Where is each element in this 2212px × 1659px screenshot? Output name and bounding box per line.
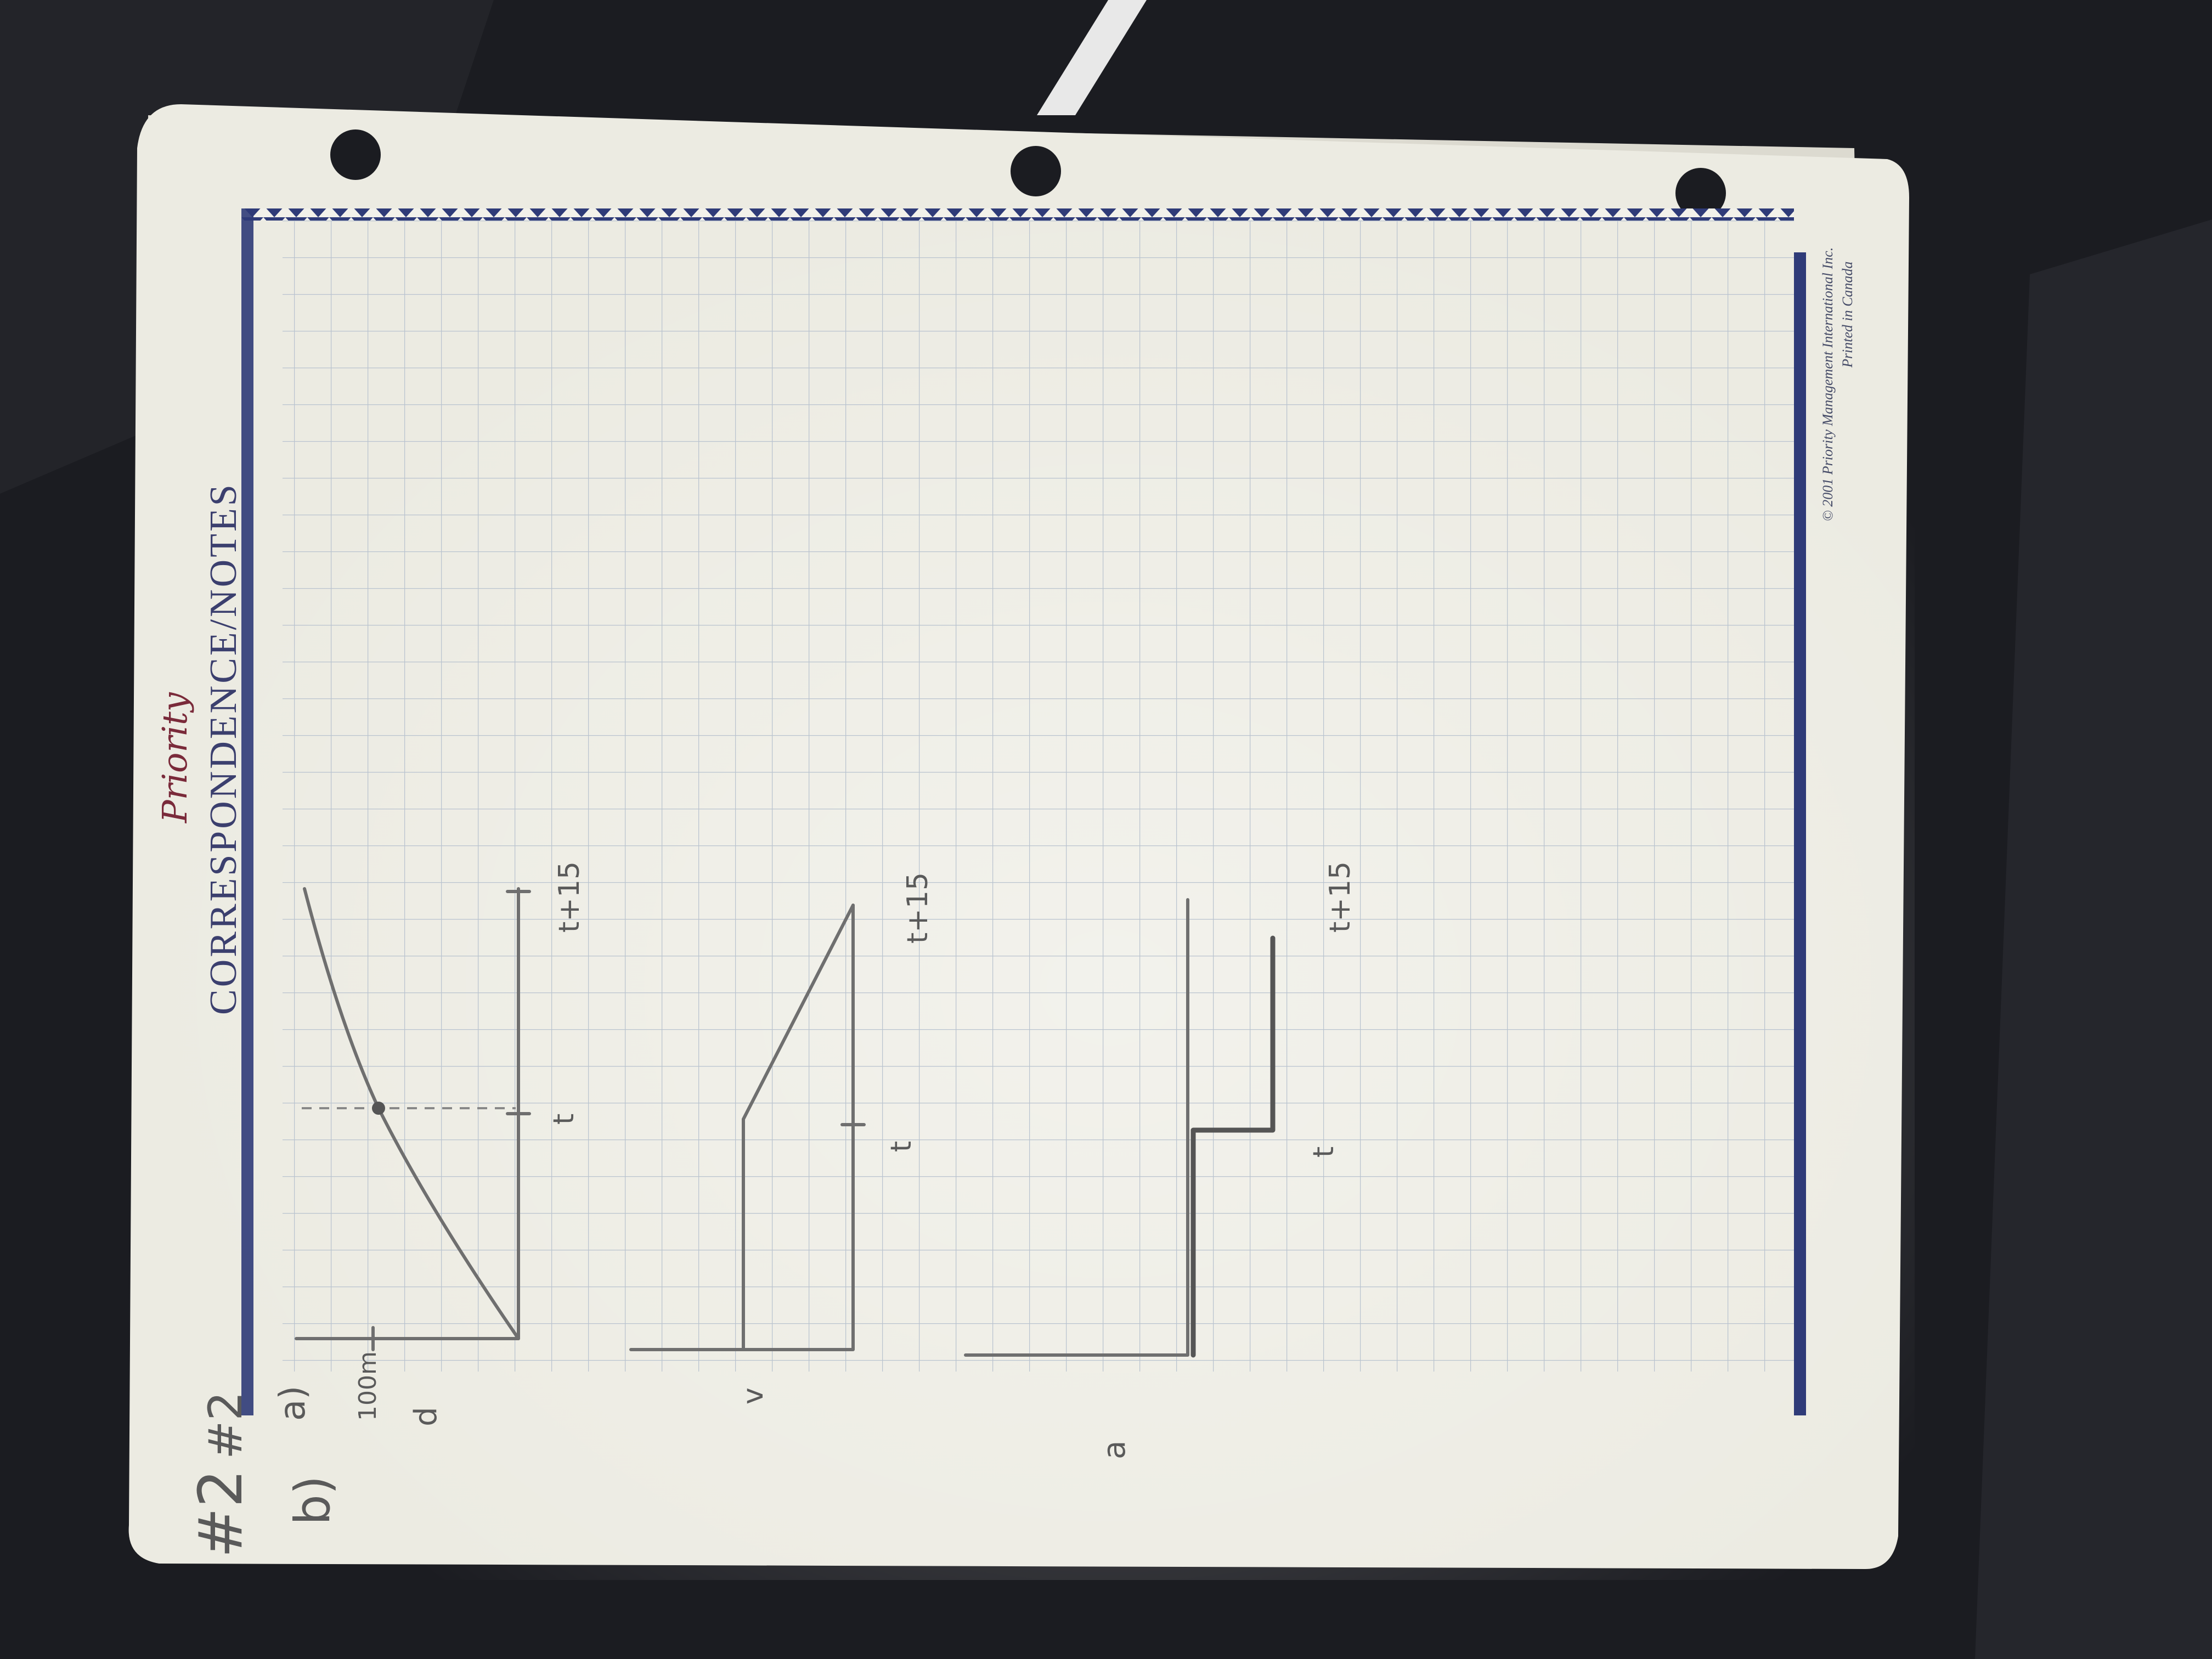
graph-velocity: v t t+15	[629, 872, 934, 1404]
graph-distance-xtick-1-label: t	[548, 1114, 580, 1125]
graph-acceleration-yaxis-label: a	[1097, 1441, 1132, 1459]
graph-velocity-line	[742, 904, 855, 1351]
graph-acceleration-axes	[964, 898, 1189, 1357]
graph-velocity-axes	[629, 904, 855, 1351]
graph-distance-ytick-label: 100m	[354, 1351, 382, 1421]
bottom-border-line	[1794, 252, 1806, 1415]
graph-distance-yaxis-label: d	[408, 1407, 444, 1426]
graph-acceleration-xtick-2-label: t+15	[1324, 861, 1357, 933]
brand-logo: Priority	[155, 692, 195, 823]
graph-acceleration-step	[1190, 935, 1276, 1358]
graph-acceleration-xtick-1-label: t	[1307, 1147, 1340, 1158]
copyright-text: © 2001 Priority Management International…	[1820, 247, 1836, 521]
part-a-label: a)	[273, 1386, 313, 1421]
page-title: CORRESPONDENCE/NOTES	[202, 482, 245, 1015]
graph-acceleration: a t t+15	[964, 861, 1357, 1459]
problem-number-repeat: #2	[199, 1391, 252, 1459]
seat-edge	[1975, 219, 2212, 1659]
part-b-label: b)	[284, 1476, 341, 1525]
graph-velocity-xtick-2-label: t+15	[901, 872, 934, 944]
graph-velocity-yaxis-label: v	[737, 1387, 770, 1404]
binder-hole-3	[1675, 168, 1726, 218]
binder-hole-2	[1011, 146, 1061, 196]
graph-distance-point	[372, 1102, 385, 1115]
graph-velocity-xtick-1-label: t	[885, 1141, 918, 1152]
graph-grid	[283, 219, 1794, 1372]
left-border-line	[241, 208, 253, 1415]
graph-distance-xticks	[506, 890, 531, 1115]
binder-hole-1	[330, 129, 381, 180]
printed-text: Printed in Canada	[1839, 261, 1855, 368]
graph-distance: 100m d t t+15	[295, 861, 586, 1426]
light-streak	[1037, 0, 1147, 115]
top-border-triangles	[241, 208, 1794, 221]
graph-distance-xtick-2-label: t+15	[553, 861, 586, 933]
notepad-page	[126, 99, 1915, 1580]
problem-number: #2	[185, 1469, 256, 1558]
